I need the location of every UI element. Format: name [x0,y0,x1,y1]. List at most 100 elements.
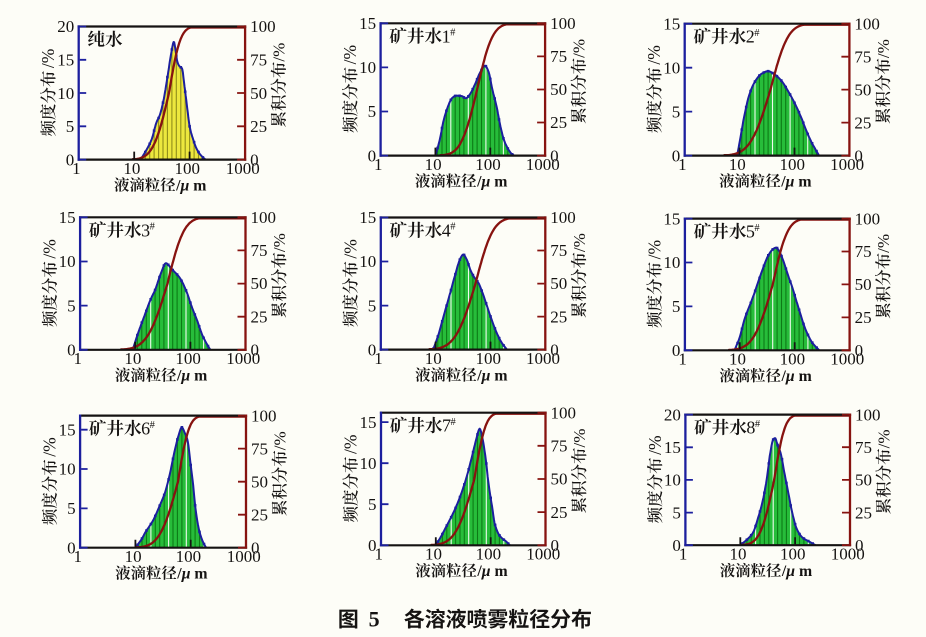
svg-text:5: 5 [67,499,76,518]
svg-text:0: 0 [855,536,864,555]
svg-text:10: 10 [124,349,141,368]
svg-text:1: 1 [72,159,81,178]
svg-text:10: 10 [425,155,442,174]
svg-text:5: 5 [67,296,76,315]
svg-text:1: 1 [374,545,383,564]
svg-text:/%: /% [875,430,894,449]
svg-text:100: 100 [780,350,806,369]
svg-text:0: 0 [368,536,377,555]
svg-text:0: 0 [250,150,259,169]
svg-text:25: 25 [550,113,567,132]
svg-text:75: 75 [251,241,268,260]
svg-text:100: 100 [175,159,201,178]
svg-text:/μ m: /μ m [476,563,507,580]
svg-text:0: 0 [551,536,560,555]
svg-text:25: 25 [250,117,267,136]
svg-text:6: 6 [141,419,150,439]
svg-text:75: 75 [854,47,871,66]
svg-text:/μ m: /μ m [176,566,207,583]
svg-text:15: 15 [359,14,376,33]
svg-text:1000: 1000 [830,350,864,369]
svg-text:10: 10 [359,58,376,77]
svg-text:5: 5 [672,503,681,522]
svg-text:100: 100 [780,544,806,563]
svg-text:/μ m: /μ m [781,563,812,580]
svg-text:0: 0 [550,340,559,359]
svg-text:5: 5 [368,296,377,315]
svg-text:1: 1 [374,349,383,368]
svg-text:100: 100 [175,349,201,368]
svg-text:/%: /% [40,239,60,258]
svg-text:25: 25 [855,308,872,327]
svg-text:/μ m: /μ m [780,173,811,190]
svg-text:100: 100 [475,349,501,368]
svg-text:10: 10 [663,253,680,272]
svg-text:10: 10 [59,460,76,479]
svg-text:25: 25 [251,505,268,524]
svg-text:100: 100 [251,208,277,227]
svg-text:0: 0 [67,341,76,360]
svg-text:1000: 1000 [226,159,260,178]
svg-text:1: 1 [74,349,83,368]
svg-text:0: 0 [672,536,681,555]
svg-text:#: # [450,28,456,39]
svg-text:#: # [450,222,456,233]
svg-text:#: # [451,417,457,428]
svg-text:10: 10 [425,349,442,368]
svg-text:10: 10 [729,155,746,174]
svg-text:1: 1 [678,155,687,174]
svg-text:100: 100 [551,403,577,422]
svg-text:50: 50 [550,80,567,99]
svg-text:15: 15 [359,208,376,227]
svg-text:10: 10 [425,545,442,564]
svg-text:100: 100 [250,17,276,36]
svg-text:10: 10 [57,84,74,103]
svg-text:1: 1 [678,350,687,369]
svg-text:/%: /% [40,437,60,456]
svg-text:1: 1 [442,26,451,46]
svg-text:1000: 1000 [227,547,261,566]
svg-text:5: 5 [369,607,380,632]
svg-text:10: 10 [729,350,746,369]
svg-text:15: 15 [59,420,76,439]
svg-text:10: 10 [359,252,376,271]
svg-text:0: 0 [251,538,260,557]
svg-text:/%: /% [874,234,893,253]
svg-text:100: 100 [475,155,501,174]
svg-text:/%: /% [570,233,589,252]
svg-text:10: 10 [360,454,377,473]
svg-text:#: # [754,223,760,234]
svg-text:15: 15 [59,208,76,227]
svg-text:50: 50 [855,275,872,294]
svg-text:75: 75 [251,439,268,458]
svg-text:15: 15 [663,209,680,228]
svg-text:20: 20 [57,17,74,36]
svg-text:0: 0 [67,538,76,557]
svg-text:1000: 1000 [830,155,864,174]
svg-text:15: 15 [664,438,681,457]
svg-text:5: 5 [368,102,377,121]
svg-text:5: 5 [66,117,75,136]
svg-text:/μ m: /μ m [781,368,812,385]
svg-text:100: 100 [550,208,576,227]
svg-text:50: 50 [855,471,872,490]
svg-text:10: 10 [123,159,140,178]
svg-text:3: 3 [141,220,150,240]
svg-text:/%: /% [38,49,58,68]
svg-text:0: 0 [672,341,681,360]
svg-text:10: 10 [664,471,681,490]
svg-text:4: 4 [442,221,451,241]
svg-text:100: 100 [854,14,880,33]
svg-text:10: 10 [125,547,142,566]
svg-text:/%: /% [570,429,589,448]
svg-text:10: 10 [730,544,747,563]
svg-text:/%: /% [645,435,665,454]
svg-text:15: 15 [360,413,377,432]
svg-text:/μ m: /μ m [175,177,206,194]
svg-text:20: 20 [664,405,681,424]
svg-text:50: 50 [550,274,567,293]
svg-text:1: 1 [374,155,383,174]
svg-text:75: 75 [550,47,567,66]
svg-text:100: 100 [855,405,881,424]
svg-text:15: 15 [663,14,680,33]
